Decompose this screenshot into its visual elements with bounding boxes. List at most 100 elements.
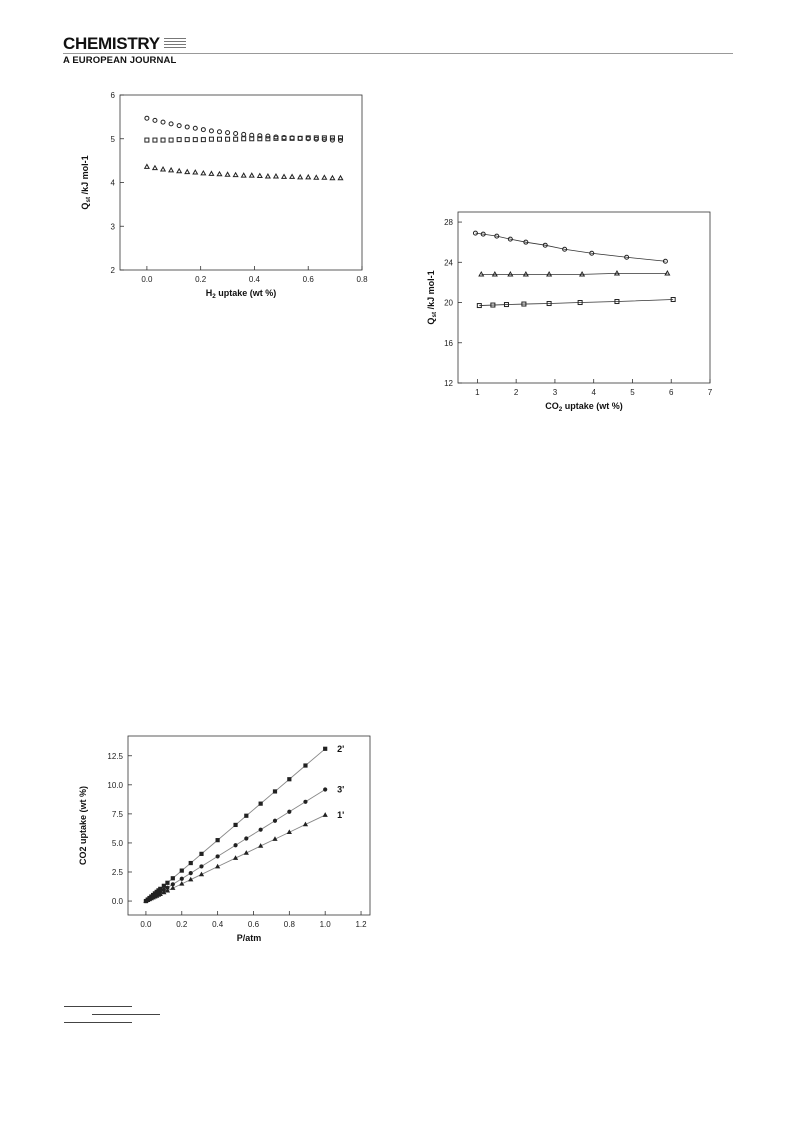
data-point — [265, 133, 271, 139]
data-point — [168, 121, 174, 127]
data-point — [480, 231, 486, 237]
data-point — [273, 135, 279, 141]
data-point — [490, 302, 496, 308]
data-point — [168, 137, 174, 143]
header-rule — [63, 53, 733, 54]
data-point — [170, 876, 175, 881]
y-tick-label: 4 — [111, 179, 116, 188]
data-point — [264, 173, 271, 179]
data-point — [523, 239, 529, 245]
data-point — [476, 303, 482, 309]
data-point — [329, 135, 335, 141]
data-point — [313, 174, 320, 180]
y-tick-label: 5 — [111, 135, 116, 144]
x-tick-label: 0.2 — [195, 275, 207, 284]
data-point — [249, 136, 255, 142]
data-point — [208, 136, 214, 142]
data-point — [233, 136, 239, 142]
data-point — [521, 301, 527, 307]
fit-line — [481, 272, 668, 275]
data-point — [494, 233, 500, 239]
data-point — [303, 763, 308, 768]
data-point — [179, 880, 185, 886]
data-point — [184, 124, 190, 130]
x-tick-label: 4 — [591, 388, 596, 397]
data-point — [272, 173, 280, 179]
data-point — [287, 777, 292, 782]
x-axis-label: P/atm — [237, 933, 262, 943]
data-point — [546, 271, 553, 277]
data-point — [176, 123, 182, 129]
x-tick-label: 2 — [514, 388, 519, 397]
data-point — [199, 864, 204, 869]
footnote-rules — [64, 1006, 160, 1030]
y-tick-label: 16 — [444, 339, 453, 348]
data-point — [179, 868, 184, 873]
data-point — [323, 787, 328, 792]
data-point — [215, 838, 220, 843]
data-point — [503, 302, 509, 308]
data-point — [579, 271, 586, 277]
y-tick-label: 2.5 — [112, 868, 124, 877]
data-point — [160, 119, 166, 125]
h2-qst-chart: 0.0 0.2 0.4 0.6 0.8 2 3 4 5 6 H2 uptake (wt %) Qst … — [80, 91, 368, 300]
data-point — [337, 174, 344, 181]
data-point — [257, 133, 263, 139]
data-point — [216, 129, 222, 135]
data-point — [233, 131, 239, 136]
x-tick-label: 1.0 — [320, 920, 332, 929]
data-point — [244, 813, 249, 818]
series-3' — [143, 787, 328, 904]
data-point — [170, 885, 176, 890]
y-axis-label: Qst /kJ mol-1 — [426, 270, 438, 324]
data-point — [507, 271, 514, 277]
data-point — [281, 135, 287, 141]
data-point — [258, 801, 263, 806]
data-point — [198, 871, 205, 877]
data-point — [192, 125, 198, 131]
data-point — [144, 115, 150, 121]
data-point — [161, 889, 167, 895]
data-point — [624, 254, 630, 260]
data-point — [143, 163, 150, 169]
x-tick-label: 0.4 — [249, 275, 261, 284]
data-point — [614, 299, 620, 305]
x-tick-label: 0.8 — [284, 920, 296, 929]
y-tick-label: 12.5 — [107, 752, 123, 761]
data-point — [200, 137, 206, 143]
data-point — [613, 270, 621, 276]
data-point — [215, 863, 221, 869]
data-point — [216, 170, 223, 177]
data-point — [243, 850, 249, 855]
series-label: 1' — [337, 810, 344, 820]
fit-line — [475, 232, 666, 262]
x-tick-label: 7 — [708, 388, 713, 397]
data-point — [321, 174, 328, 180]
data-point — [240, 172, 247, 178]
x-tick-label: 5 — [630, 388, 635, 397]
y-tick-label: 24 — [444, 258, 453, 267]
series-label: 3' — [337, 784, 344, 794]
data-point — [160, 137, 166, 143]
data-point — [192, 137, 198, 143]
data-point — [577, 300, 583, 306]
data-point — [546, 301, 552, 307]
series-2' — [143, 746, 328, 904]
data-point — [313, 135, 319, 141]
x-axis-label: H2 uptake (wt %) — [206, 288, 277, 300]
data-point — [664, 270, 671, 276]
data-point — [472, 230, 478, 236]
y-tick-label: 6 — [111, 91, 116, 100]
series-label: 2' — [337, 744, 344, 754]
x-tick-label: 6 — [669, 388, 674, 397]
data-point — [184, 137, 190, 143]
data-point — [670, 297, 676, 303]
data-point — [152, 137, 158, 143]
data-point — [192, 169, 199, 175]
data-point — [662, 258, 668, 264]
journal-subtitle: A EUROPEAN JOURNAL — [63, 55, 177, 66]
data-point — [179, 876, 184, 881]
y-tick-label: 0.0 — [112, 897, 124, 906]
data-point — [200, 127, 206, 133]
data-point — [244, 836, 249, 841]
